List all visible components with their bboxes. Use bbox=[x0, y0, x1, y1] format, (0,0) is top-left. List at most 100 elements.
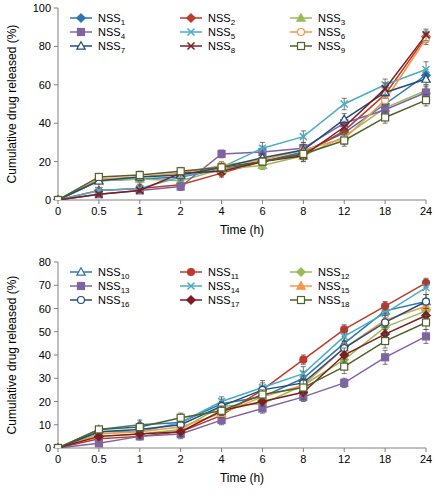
series-line bbox=[58, 302, 426, 448]
y-tick bbox=[54, 262, 58, 263]
x-tick bbox=[180, 448, 181, 452]
legend-label: NSS4 bbox=[98, 26, 126, 41]
error-bar bbox=[260, 158, 265, 166]
legend-label: NSS5 bbox=[208, 26, 236, 41]
error-bar bbox=[383, 83, 388, 95]
x-tick-label: 8 bbox=[300, 453, 306, 465]
marker bbox=[423, 298, 430, 305]
marker bbox=[259, 158, 266, 165]
marker bbox=[423, 31, 430, 38]
error-bar bbox=[219, 406, 224, 415]
error-bar bbox=[424, 281, 429, 295]
x-tick bbox=[262, 448, 263, 452]
marker bbox=[55, 197, 62, 201]
marker bbox=[299, 150, 307, 158]
error-bar bbox=[301, 148, 306, 160]
marker bbox=[217, 407, 225, 415]
marker bbox=[188, 269, 195, 276]
marker bbox=[341, 363, 348, 370]
error-bar bbox=[178, 183, 183, 191]
marker bbox=[95, 425, 103, 432]
y-tick-label: 60 bbox=[39, 79, 51, 91]
x-tick bbox=[98, 448, 99, 452]
error-bar bbox=[301, 355, 306, 364]
marker bbox=[297, 268, 305, 276]
legend-label: NSS10 bbox=[98, 266, 130, 281]
error-bar bbox=[219, 406, 224, 415]
error-bar bbox=[424, 329, 429, 343]
plot-area bbox=[54, 29, 430, 200]
marker bbox=[78, 29, 85, 36]
error-bar bbox=[137, 422, 142, 431]
error-bar bbox=[301, 381, 306, 395]
error-bar bbox=[260, 158, 265, 166]
error-bar bbox=[424, 29, 429, 41]
marker bbox=[423, 333, 430, 340]
chart: 02040608010000.512468121824Time (h)Cumul… bbox=[5, 2, 432, 237]
y-tick-label: 80 bbox=[39, 256, 51, 268]
series bbox=[54, 295, 430, 448]
y-tick bbox=[54, 308, 58, 309]
series-line bbox=[58, 283, 426, 448]
marker bbox=[54, 444, 62, 448]
series bbox=[55, 33, 430, 200]
series-line bbox=[58, 100, 426, 200]
error-bar bbox=[342, 135, 347, 147]
marker bbox=[341, 333, 348, 340]
series bbox=[55, 278, 430, 448]
x-tick bbox=[344, 200, 345, 204]
marker bbox=[95, 426, 102, 433]
y-tick-label: 60 bbox=[39, 303, 51, 315]
series-line bbox=[58, 35, 426, 200]
y-axis bbox=[58, 8, 59, 200]
series bbox=[55, 315, 430, 448]
series bbox=[55, 94, 430, 200]
error-bar bbox=[424, 315, 429, 329]
marker bbox=[54, 444, 62, 448]
y-tick bbox=[54, 355, 58, 356]
error-bar bbox=[342, 121, 347, 133]
y-tick bbox=[54, 46, 58, 47]
x-tick-label: 6 bbox=[259, 205, 265, 217]
marker bbox=[136, 187, 143, 194]
series bbox=[55, 62, 430, 200]
series bbox=[55, 281, 430, 448]
marker bbox=[55, 197, 62, 201]
error-bar bbox=[219, 164, 224, 172]
marker bbox=[341, 379, 348, 386]
y-tick bbox=[54, 378, 58, 379]
marker bbox=[176, 428, 184, 436]
x-tick-label: 0 bbox=[55, 453, 61, 465]
error-bar bbox=[383, 112, 388, 124]
x-axis-title: Time (h) bbox=[220, 471, 264, 485]
x-tick bbox=[385, 448, 386, 452]
y-tick-label: 20 bbox=[39, 396, 51, 408]
error-bar bbox=[424, 295, 429, 309]
y-tick-label: 0 bbox=[45, 442, 51, 454]
y-tick-label: 70 bbox=[39, 279, 51, 291]
legend-label: NSS14 bbox=[208, 280, 240, 295]
marker bbox=[298, 29, 305, 36]
marker bbox=[77, 42, 85, 49]
series bbox=[54, 299, 430, 448]
y-tick-label: 40 bbox=[39, 117, 51, 129]
error-bar bbox=[383, 350, 388, 364]
series-line bbox=[58, 37, 426, 200]
series-line bbox=[58, 75, 426, 200]
y-tick bbox=[54, 285, 58, 286]
y-tick bbox=[54, 123, 58, 124]
x-tick-label: 8 bbox=[300, 205, 306, 217]
marker bbox=[259, 158, 266, 165]
marker bbox=[55, 445, 62, 449]
x-axis-title: Time (h) bbox=[220, 223, 264, 237]
marker bbox=[54, 196, 62, 200]
marker bbox=[188, 283, 195, 290]
legend-label: NSS13 bbox=[98, 280, 130, 295]
marker bbox=[341, 124, 348, 131]
x-tick-label: 2 bbox=[178, 453, 184, 465]
legend-label: NSS7 bbox=[98, 40, 126, 55]
series-line bbox=[58, 69, 426, 200]
error-bar bbox=[301, 148, 306, 160]
legend-label: NSS15 bbox=[318, 280, 350, 295]
marker bbox=[217, 163, 225, 170]
